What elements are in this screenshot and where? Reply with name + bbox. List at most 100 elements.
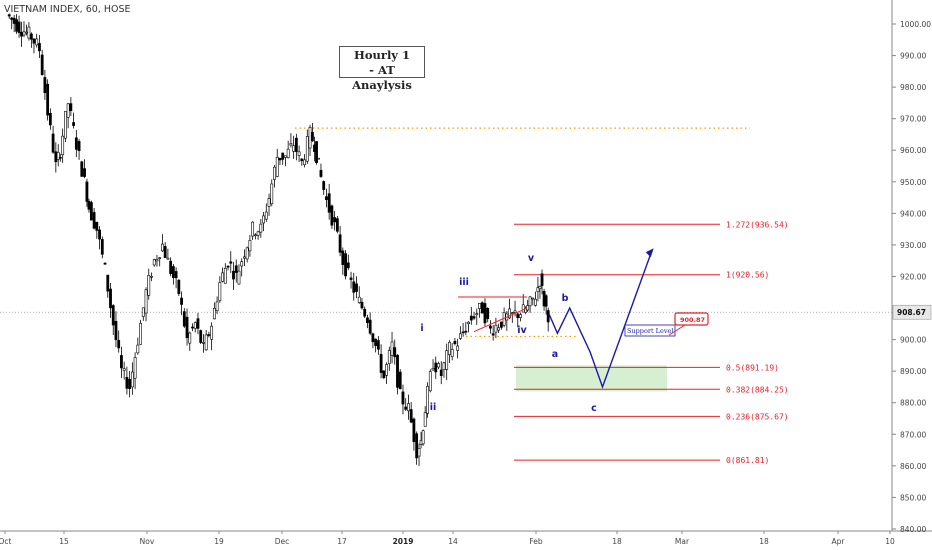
- annotation-box: Hourly 1 - AT Anaylysis: [339, 46, 425, 92]
- candle-body: [25, 31, 28, 34]
- candle-body: [32, 38, 36, 44]
- price-tick-label: 900.00: [900, 336, 926, 345]
- candle-body: [317, 157, 320, 160]
- candle-body: [412, 418, 416, 443]
- candle-body: [407, 403, 410, 412]
- candle-body: [54, 151, 58, 163]
- candle-body: [346, 262, 350, 269]
- candle-body: [396, 354, 399, 388]
- price-tick-label: 840.00: [900, 525, 926, 534]
- candle-body: [398, 371, 402, 390]
- wave-label-ii: ii: [430, 402, 437, 413]
- price-tick-label: 970.00: [900, 115, 926, 124]
- candle-body: [207, 334, 211, 336]
- time-tick-label: Dec: [275, 537, 290, 546]
- candle-body: [330, 205, 334, 226]
- wave-label-iv: iv: [517, 325, 527, 336]
- candle-body: [300, 158, 304, 162]
- candle-body: [7, 14, 11, 17]
- candle-body: [169, 260, 173, 274]
- candle-body: [264, 211, 268, 220]
- candle-body: [421, 430, 425, 445]
- candle-body: [546, 310, 550, 323]
- candle-body: [284, 155, 287, 158]
- candle-body: [202, 342, 205, 344]
- candle-body: [415, 433, 419, 459]
- current-price-label: 908.67: [897, 308, 926, 317]
- candle-body: [103, 262, 107, 265]
- candle-body: [111, 305, 115, 326]
- candle-body: [521, 304, 525, 313]
- candle-body: [61, 135, 65, 156]
- candle-body: [390, 341, 394, 356]
- candle-body: [363, 308, 367, 317]
- candle-body: [74, 137, 78, 150]
- candle-body: [423, 412, 427, 427]
- candle-body: [528, 296, 532, 307]
- time-tick-label: Mar: [675, 537, 690, 546]
- candle-body: [248, 240, 252, 252]
- candle-body: [294, 137, 298, 152]
- candle-body: [489, 325, 492, 329]
- time-tick-label: 17: [337, 537, 347, 546]
- candle-body: [486, 308, 490, 320]
- candle-body: [98, 229, 101, 240]
- candle-body: [483, 303, 487, 324]
- candle-body: [278, 157, 282, 161]
- support-pointer-line: [668, 324, 686, 336]
- price-tick-label: 1000.00: [900, 20, 931, 29]
- candle-body: [120, 355, 123, 369]
- candle-body: [136, 344, 140, 354]
- time-tick-label: 19: [214, 537, 224, 546]
- price-tick-label: 890.00: [900, 367, 926, 376]
- candle-body: [89, 202, 93, 221]
- time-tick-label: Oct: [0, 537, 12, 546]
- triangle-lower-line: [473, 307, 528, 333]
- price-tick-label: 920.00: [900, 272, 926, 281]
- wave-label-c: c: [591, 403, 597, 414]
- candle-body: [437, 363, 440, 368]
- candle-body: [10, 17, 14, 20]
- candle-body: [196, 318, 200, 329]
- candle-body: [12, 17, 16, 24]
- price-tick-label: 880.00: [900, 399, 926, 408]
- candle-body: [434, 362, 438, 373]
- candle-body: [174, 271, 178, 279]
- candle-body: [185, 316, 189, 339]
- candle-body: [325, 196, 328, 201]
- candle-body: [122, 368, 126, 371]
- support-level-box: [624, 324, 676, 337]
- candle-body: [262, 215, 265, 224]
- candle-body: [48, 113, 52, 126]
- time-tick-label: Nov: [140, 537, 155, 546]
- candle-body: [393, 347, 397, 358]
- support-level-label: Support Level: [627, 327, 673, 335]
- candle-body: [315, 141, 318, 164]
- candle-body: [281, 152, 285, 160]
- candle-body: [273, 166, 276, 180]
- candle-body: [480, 302, 484, 314]
- candle-body: [499, 321, 503, 328]
- candle-body: [80, 161, 84, 177]
- candle-body: [17, 21, 21, 33]
- fib-level-label: 1(920.56): [726, 271, 769, 280]
- candle-body: [141, 307, 145, 317]
- candle-body: [161, 243, 164, 252]
- candle-body: [385, 364, 388, 376]
- candle-body: [245, 247, 249, 260]
- candle-body: [27, 26, 31, 39]
- candle-body: [513, 310, 517, 313]
- candle-body: [475, 313, 479, 315]
- candle-body: [379, 354, 383, 373]
- time-tick-label: 18: [759, 537, 769, 546]
- price-tick-label: 960.00: [900, 146, 926, 155]
- candle-body: [544, 295, 548, 307]
- time-tick-label: 14: [448, 537, 458, 546]
- time-tick-label: 2019: [393, 537, 414, 546]
- candle-body: [215, 301, 219, 312]
- candle-body: [508, 308, 511, 319]
- candle-body: [139, 323, 142, 345]
- candle-body: [531, 297, 535, 300]
- candle-body: [155, 259, 159, 262]
